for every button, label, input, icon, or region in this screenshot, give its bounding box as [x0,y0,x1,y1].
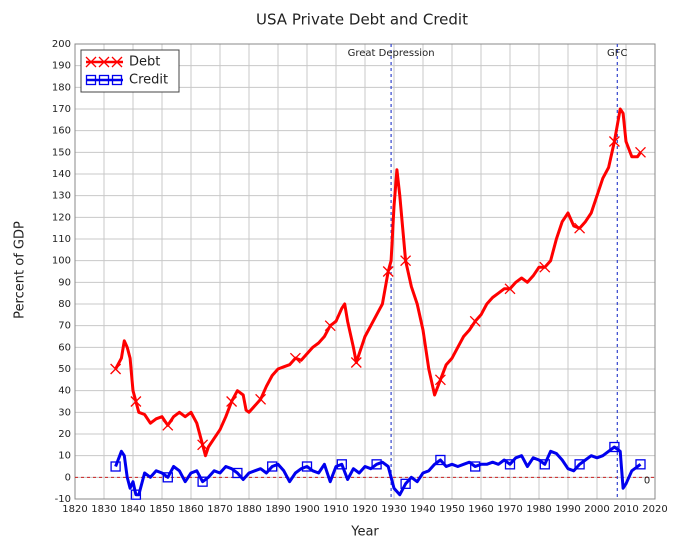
data-marker [110,461,121,472]
x-tick-label: 1960 [468,504,493,515]
y-tick-label: 100 [52,256,71,267]
x-tick-label: 1820 [62,504,87,515]
y-tick-label: 50 [58,364,71,375]
x-tick-label: 1870 [207,504,232,515]
y-tick-label: 140 [52,169,71,180]
data-marker [608,136,620,147]
legend-box [80,49,180,93]
y-tick-label: 110 [52,234,71,245]
y-tick-label: 160 [52,126,71,137]
x-tick-label: 1830 [91,504,116,515]
x-tick-label: 1880 [236,504,261,515]
data-marker [162,419,174,431]
data-marker [371,459,382,470]
data-marker [130,489,142,500]
data-marker [539,459,550,470]
y-axis-label: Percent of GDP [13,221,28,319]
x-tick-label: 2010 [613,504,638,515]
chart-title: USA Private Debt and Credit [256,11,468,29]
data-marker [400,255,412,267]
data-marker [574,459,585,470]
data-marker [324,320,336,332]
y-tick-label: 170 [52,104,71,115]
data-marker [434,374,446,386]
data-marker [400,478,411,489]
y-tick-label: 80 [58,299,71,310]
data-marker [98,74,110,86]
data-marker [111,74,123,86]
x-tick-label: 1990 [555,504,580,515]
data-marker [232,467,243,479]
x-tick-label: 1840 [120,504,145,515]
data-marker [301,461,313,472]
data-marker [197,476,208,487]
y-tick-label: 70 [58,321,71,332]
data-marker [609,441,620,453]
x-tick-label: 1980 [526,504,551,515]
y-tick-label: 10 [58,451,71,462]
y-tick-label: 190 [52,61,71,72]
x-tick-label: 1890 [265,504,290,515]
x-tick-label: 1950 [439,504,464,515]
y-tick-label: 20 [58,429,71,440]
x-tick-label: 2000 [584,504,609,515]
data-marker [635,146,646,158]
data-marker [162,472,173,483]
y-tick-label: 60 [58,342,71,353]
y-tick-label: 30 [58,407,71,418]
data-marker [435,454,446,466]
data-marker [470,461,481,472]
data-marker [382,266,394,277]
y-tick-label: 0 [65,472,71,483]
y-tick-label: 200 [52,39,71,50]
data-marker [574,222,586,234]
y-tick-label: 40 [58,386,71,397]
data-line [114,445,642,497]
x-tick-label: 1940 [410,504,435,515]
legend-label: Credit [129,73,168,88]
x-tick-label: 1970 [497,504,522,515]
data-marker [110,363,122,375]
data-marker [539,261,551,273]
data-marker [469,315,481,327]
data-marker [85,74,97,86]
x-tick-label: 1900 [294,504,319,515]
data-marker [289,352,301,364]
legend-label: Debt [129,55,160,70]
reference-label: Great Depression [348,48,435,59]
x-tick-label: 1850 [149,504,174,515]
data-marker [130,396,142,407]
y-tick-label: 90 [58,277,71,288]
x-tick-label: 1930 [381,504,406,515]
data-line [114,107,642,458]
data-marker [255,393,267,405]
y-tick-label: 150 [52,147,71,158]
reference-label: GFC [607,48,628,59]
y-tick-label: 120 [52,212,71,223]
x-tick-label: 1920 [352,504,377,515]
x-axis-label: Year [350,525,379,538]
data-marker [336,459,347,470]
data-marker [85,56,97,68]
data-marker [350,357,362,368]
data-marker [111,56,123,68]
x-tick-label: 1910 [323,504,348,515]
data-marker [197,439,209,451]
y-tick-label: 130 [52,191,71,202]
plot-frame [74,43,656,500]
data-marker [504,283,516,295]
data-marker [267,461,278,472]
x-tick-label: 1860 [178,504,203,515]
y-tick-label: 180 [52,82,71,93]
y-tick-label: -10 [55,494,71,505]
data-marker [226,396,238,407]
data-marker [504,459,516,470]
data-marker [635,459,646,470]
x-tick-label: 2020 [642,504,667,515]
data-marker [98,56,110,68]
reference-label: 0 [644,475,650,486]
